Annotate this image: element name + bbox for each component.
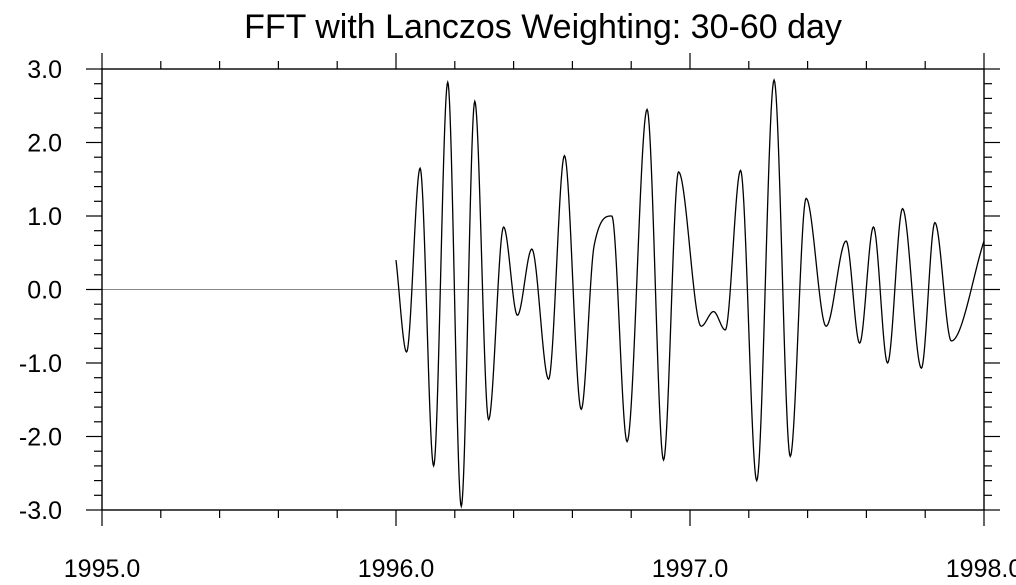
plot-frame xyxy=(101,68,985,511)
y-tick-label: 3.0 xyxy=(27,56,62,84)
series-line-0 xyxy=(395,78,985,509)
x-tick-label: 1996.0 xyxy=(358,555,434,583)
series-group xyxy=(395,78,985,509)
x-tick-label: 1998.0 xyxy=(946,555,1016,583)
y-tick-label: -2.0 xyxy=(19,424,62,452)
y-tick-label: 2.0 xyxy=(27,130,62,158)
y-tick-label: -3.0 xyxy=(19,497,62,525)
y-tick-labels: -3.0 -2.0 -1.0 0.0 1.0 2.0 3.0 xyxy=(19,56,62,525)
x-tick-labels: 1995.0 1996.0 1997.0 1998.0 xyxy=(64,555,1016,583)
y-tick-label: -1.0 xyxy=(19,350,62,378)
axis-ticks xyxy=(86,53,1000,526)
x-tick-label: 1997.0 xyxy=(652,555,728,583)
chart-title: FFT with Lanczos Weighting: 30-60 day xyxy=(244,8,842,46)
y-tick-label: 0.0 xyxy=(27,277,62,305)
x-tick-label: 1995.0 xyxy=(64,555,140,583)
y-tick-label: 1.0 xyxy=(27,203,62,231)
